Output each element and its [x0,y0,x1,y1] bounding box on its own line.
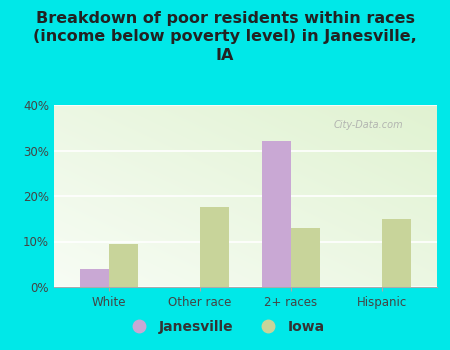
Text: Breakdown of poor residents within races
(income below poverty level) in Janesvi: Breakdown of poor residents within races… [33,10,417,63]
Bar [108,244,138,287]
Bar [261,141,291,287]
Legend: Janesville, Iowa: Janesville, Iowa [120,314,330,340]
Bar [80,269,108,287]
Bar [291,228,320,287]
Bar [200,207,229,287]
Text: City-Data.com: City-Data.com [333,120,403,130]
Bar [382,219,411,287]
